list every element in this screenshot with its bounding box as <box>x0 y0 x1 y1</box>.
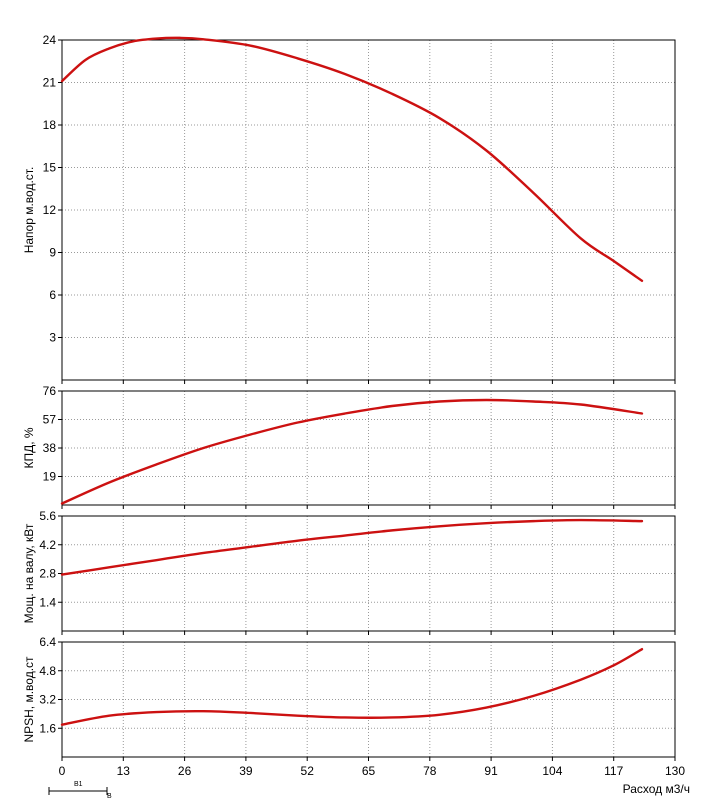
y-tick-label: 6.4 <box>39 635 56 649</box>
y-tick-label: 3 <box>49 331 56 345</box>
y-tick-label: 12 <box>43 203 57 217</box>
x-tick-label: 39 <box>239 764 253 778</box>
y-tick-label: 18 <box>43 118 57 132</box>
y-tick-label: 1.6 <box>39 721 56 735</box>
x-tick-label: 13 <box>117 764 131 778</box>
series-line-1 <box>60 647 644 726</box>
x-tick-label: 52 <box>301 764 315 778</box>
y-tick-label: 6 <box>49 288 56 302</box>
x-tick-label: 104 <box>542 764 562 778</box>
series-line-1 <box>60 518 644 576</box>
series-line-1 <box>60 36 644 283</box>
y-tick-label: 2.8 <box>39 567 56 581</box>
y-axis-label: КПД, % <box>22 427 36 468</box>
y-tick-label: 15 <box>43 161 57 175</box>
legend: B1 B <box>48 781 112 800</box>
legend-label-b1: B1 <box>74 781 83 788</box>
y-tick-label: 1.4 <box>39 595 56 609</box>
y-axis-label: NPSH, м.вод.ст <box>22 656 36 743</box>
y-tick-label: 21 <box>43 76 57 90</box>
y-tick-label: 19 <box>43 470 57 484</box>
x-tick-label: 91 <box>484 764 498 778</box>
x-tick-label: 26 <box>178 764 192 778</box>
y-tick-label: 38 <box>43 441 57 455</box>
y-tick-label: 4.2 <box>39 538 56 552</box>
y-tick-label: 5.6 <box>39 509 56 523</box>
y-tick-label: 24 <box>43 33 57 47</box>
legend-label-b: B <box>107 793 112 800</box>
x-tick-label: 78 <box>423 764 437 778</box>
x-tick-label: 65 <box>362 764 376 778</box>
y-tick-label: 9 <box>49 246 56 260</box>
x-tick-label: 0 <box>59 764 66 778</box>
y-axis-label: Мощ. на валу, кВт <box>22 523 36 623</box>
panel-2: 19 38 57 76 КПД, % <box>22 384 676 509</box>
y-tick-label: 76 <box>43 384 57 398</box>
y-tick-label: 57 <box>43 413 57 427</box>
series-line-1 <box>60 398 644 505</box>
y-tick-label: 3.2 <box>39 693 56 707</box>
y-axis-label: Напор м.вод.ст. <box>22 167 36 254</box>
chart-panels: 3 6 9 12 15 18 21 24 Напор м.вод.ст. 19 38 57 76 КПД,… <box>22 33 690 796</box>
x-axis-label: Расход м3/ч <box>623 782 690 796</box>
panel-1: 3 6 9 12 15 18 21 24 Напор м.вод.ст. <box>22 33 676 384</box>
x-tick-label: 117 <box>604 764 623 778</box>
x-tick-label: 130 <box>665 764 685 778</box>
y-tick-label: 4.8 <box>39 664 56 678</box>
